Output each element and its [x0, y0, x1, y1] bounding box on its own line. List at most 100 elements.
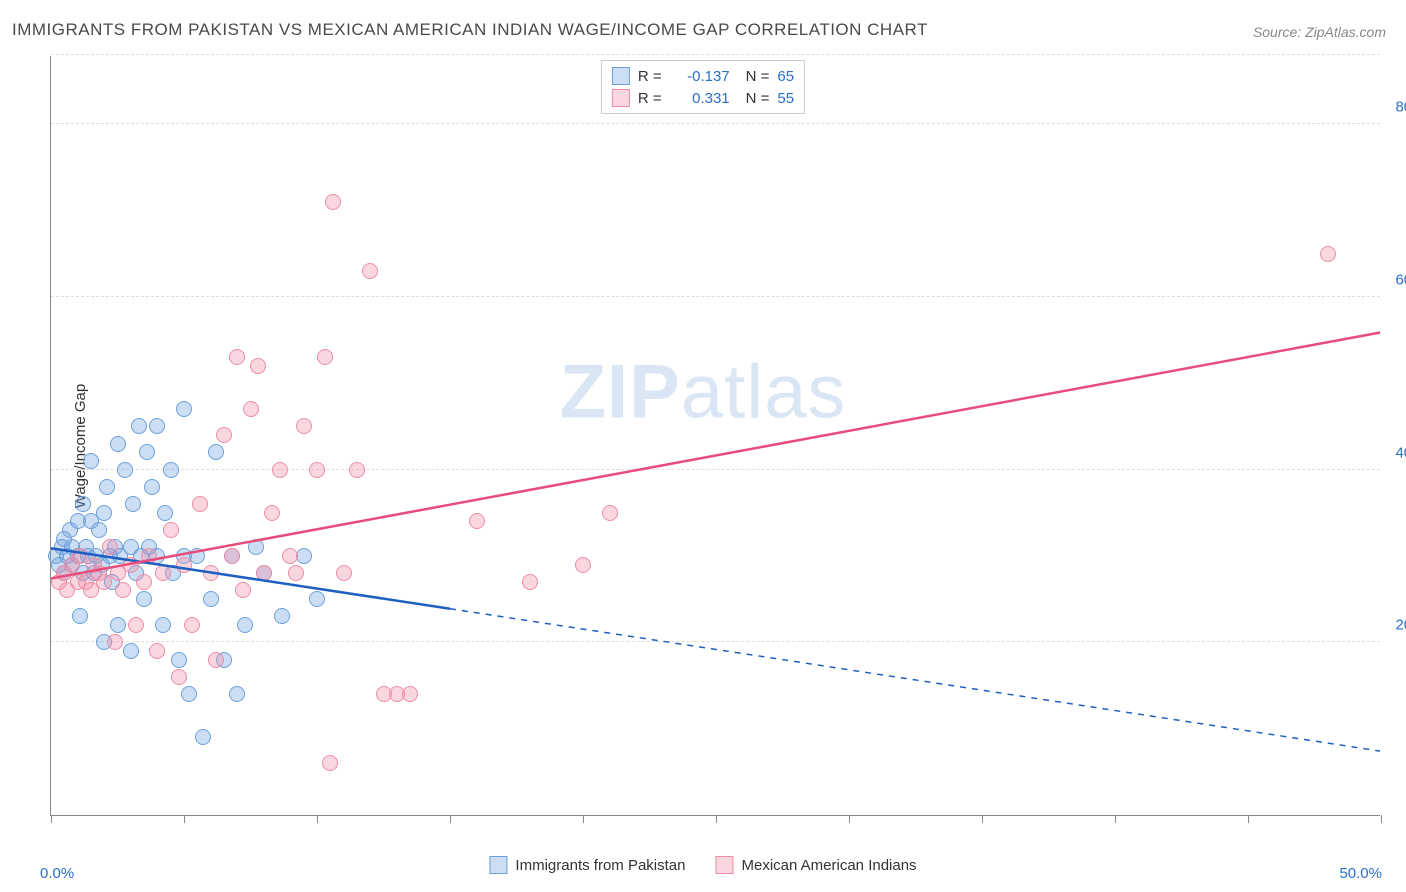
scatter-point	[349, 462, 365, 478]
x-tick	[716, 815, 717, 823]
scatter-point	[296, 418, 312, 434]
scatter-point	[229, 349, 245, 365]
x-axis-max-label: 50.0%	[1339, 865, 1382, 882]
trend-line-extrapolated	[450, 609, 1380, 752]
scatter-point	[243, 401, 259, 417]
scatter-point	[144, 479, 160, 495]
scatter-point	[362, 263, 378, 279]
scatter-point	[171, 652, 187, 668]
scatter-point	[155, 617, 171, 633]
scatter-point	[575, 557, 591, 573]
scatter-point	[203, 591, 219, 607]
trend-lines-layer	[51, 56, 1380, 815]
scatter-point	[248, 539, 264, 555]
scatter-point	[123, 643, 139, 659]
scatter-point	[1320, 246, 1336, 262]
scatter-point	[325, 194, 341, 210]
gridline	[51, 54, 1380, 55]
x-tick	[849, 815, 850, 823]
scatter-point	[110, 617, 126, 633]
x-tick	[1115, 815, 1116, 823]
scatter-point	[123, 557, 139, 573]
scatter-point	[110, 436, 126, 452]
scatter-point	[288, 565, 304, 581]
scatter-point	[274, 608, 290, 624]
n-label: N =	[746, 68, 770, 85]
x-tick	[1248, 815, 1249, 823]
scatter-point	[336, 565, 352, 581]
x-tick	[184, 815, 185, 823]
series-legend: Immigrants from Pakistan Mexican American…	[489, 856, 916, 874]
r-label: R =	[638, 90, 662, 107]
legend-series-label: Mexican American Indians	[741, 857, 916, 874]
scatter-point	[128, 617, 144, 633]
scatter-point	[136, 591, 152, 607]
scatter-point	[163, 462, 179, 478]
scatter-point	[96, 505, 112, 521]
legend-swatch	[489, 856, 507, 874]
n-value: 65	[777, 68, 794, 85]
scatter-point	[250, 358, 266, 374]
scatter-point	[155, 565, 171, 581]
scatter-point	[237, 617, 253, 633]
scatter-point	[203, 565, 219, 581]
scatter-point	[139, 444, 155, 460]
n-value: 55	[777, 90, 794, 107]
scatter-point	[235, 582, 251, 598]
n-label: N =	[746, 90, 770, 107]
x-tick	[583, 815, 584, 823]
r-value: -0.137	[670, 68, 730, 85]
gridline	[51, 469, 1380, 470]
x-tick	[450, 815, 451, 823]
source-attribution: Source: ZipAtlas.com	[1253, 24, 1386, 40]
scatter-point	[131, 418, 147, 434]
scatter-point	[136, 574, 152, 590]
legend-series-item: Immigrants from Pakistan	[489, 856, 685, 874]
legend-series-label: Immigrants from Pakistan	[515, 857, 685, 874]
gridline	[51, 123, 1380, 124]
scatter-point	[208, 652, 224, 668]
r-label: R =	[638, 68, 662, 85]
scatter-point	[322, 755, 338, 771]
legend-swatch	[612, 89, 630, 107]
scatter-point	[83, 453, 99, 469]
chart-plot-area: 20.0%40.0%60.0%80.0%	[50, 56, 1380, 816]
x-tick	[982, 815, 983, 823]
x-tick	[51, 815, 52, 823]
legend-correlation-row: R = 0.331 N = 55	[612, 87, 794, 109]
y-tick-label: 60.0%	[1395, 271, 1406, 288]
scatter-point	[99, 479, 115, 495]
y-tick-label: 80.0%	[1395, 99, 1406, 116]
legend-swatch	[612, 67, 630, 85]
scatter-point	[72, 608, 88, 624]
legend-swatch	[715, 856, 733, 874]
scatter-point	[181, 686, 197, 702]
scatter-point	[171, 669, 187, 685]
scatter-point	[208, 444, 224, 460]
scatter-point	[184, 617, 200, 633]
scatter-point	[195, 729, 211, 745]
gridline	[51, 296, 1380, 297]
r-value: 0.331	[670, 90, 730, 107]
scatter-point	[149, 418, 165, 434]
scatter-point	[282, 548, 298, 564]
scatter-point	[469, 513, 485, 529]
x-tick	[317, 815, 318, 823]
scatter-point	[176, 401, 192, 417]
scatter-point	[224, 548, 240, 564]
gridline	[51, 641, 1380, 642]
scatter-point	[272, 462, 288, 478]
scatter-point	[309, 591, 325, 607]
scatter-point	[317, 349, 333, 365]
legend-correlation-row: R = -0.137 N = 65	[612, 65, 794, 87]
scatter-point	[402, 686, 418, 702]
legend-series-item: Mexican American Indians	[715, 856, 916, 874]
scatter-point	[216, 427, 232, 443]
correlation-legend: R = -0.137 N = 65 R = 0.331 N = 55	[601, 60, 805, 114]
scatter-point	[107, 634, 123, 650]
scatter-point	[256, 565, 272, 581]
scatter-point	[149, 643, 165, 659]
chart-title: IMMIGRANTS FROM PAKISTAN VS MEXICAN AMER…	[12, 20, 928, 40]
scatter-point	[602, 505, 618, 521]
y-tick-label: 40.0%	[1395, 444, 1406, 461]
